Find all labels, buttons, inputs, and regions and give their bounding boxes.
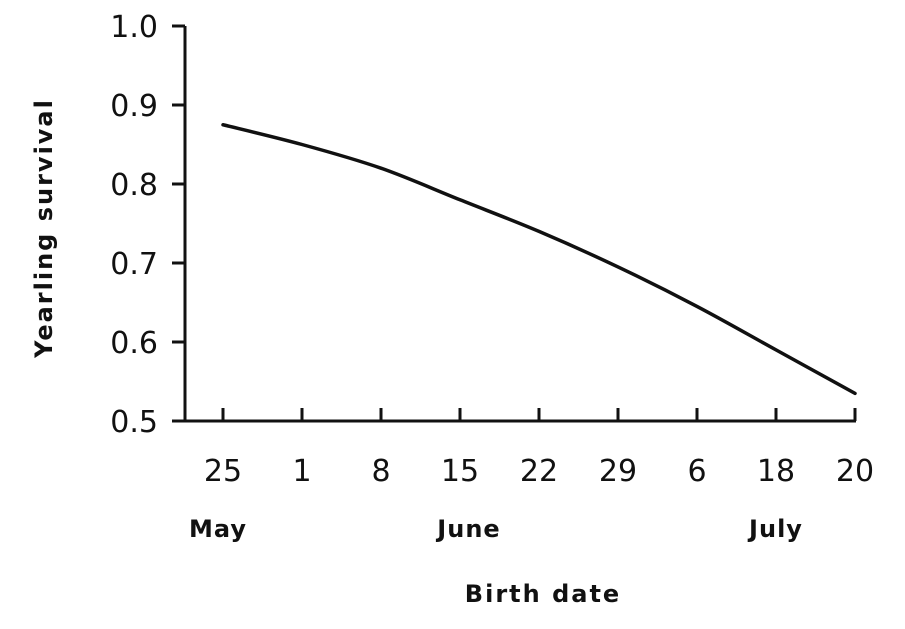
- x-axis: 25 1 8 15 22 29 6 18 20 May June July Birth date: [185, 408, 874, 608]
- month-label-may: May: [189, 515, 247, 543]
- y-tick-label: 0.8: [110, 168, 158, 203]
- y-axis-label: Yearling survival: [30, 98, 58, 359]
- month-label-july: July: [747, 515, 803, 543]
- month-label-june: June: [435, 515, 500, 543]
- x-tick-label: 25: [204, 454, 242, 489]
- x-tick-label: 20: [836, 454, 874, 489]
- x-tick-label: 6: [687, 454, 706, 489]
- y-tick-label: 1.0: [110, 10, 158, 45]
- x-axis-ticks: [221, 408, 857, 421]
- x-tick-label: 18: [757, 454, 795, 489]
- x-axis-tick-labels: 25 1 8 15 22 29 6 18 20: [204, 454, 874, 489]
- x-axis-label: Birth date: [465, 580, 621, 608]
- series-line-yearling-survival: [221, 123, 857, 396]
- y-axis: 0.5 0.6 0.7 0.8 0.9 1.0 Yearling survival: [30, 10, 187, 440]
- y-tick-label: 0.9: [110, 89, 158, 124]
- y-axis-ticks: [172, 24, 185, 423]
- y-axis-tick-labels: 0.5 0.6 0.7 0.8 0.9 1.0: [110, 10, 158, 440]
- plot-area: [221, 123, 857, 396]
- x-tick-label: 1: [292, 454, 311, 489]
- x-tick-label: 15: [441, 454, 479, 489]
- x-tick-label: 22: [520, 454, 558, 489]
- x-tick-label: 29: [599, 454, 637, 489]
- y-tick-label: 0.6: [110, 326, 158, 361]
- y-tick-label: 0.7: [110, 247, 158, 282]
- x-tick-label: 8: [371, 454, 390, 489]
- y-tick-label: 0.5: [110, 405, 158, 440]
